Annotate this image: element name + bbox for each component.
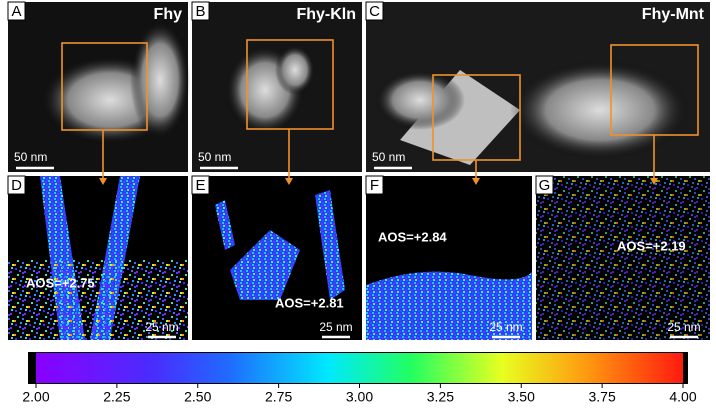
colorbar-tick-label: 4.00 xyxy=(669,389,696,405)
scale-bar-label: 50 nm xyxy=(372,150,405,164)
panel-title: Fhy-Mnt xyxy=(642,6,705,23)
aos-annotation: AOS=+2.19 xyxy=(617,238,686,253)
aos-annotation: AOS=+2.75 xyxy=(26,275,95,290)
colorbar-tick-label: 2.50 xyxy=(184,389,211,405)
colorbar xyxy=(36,353,683,383)
colorbar-tick-label: 3.00 xyxy=(346,389,373,405)
scale-bar-label: 25 nm xyxy=(145,320,178,334)
scale-bar-label: 50 nm xyxy=(14,150,47,164)
colorbar-tick-label: 3.25 xyxy=(427,389,454,405)
arrow-heads xyxy=(99,178,658,185)
panel-label: G xyxy=(539,177,551,194)
particle xyxy=(400,70,520,165)
particle xyxy=(510,60,690,160)
panel-label-box xyxy=(535,175,554,195)
panel-label: E xyxy=(195,177,205,194)
map-pixels xyxy=(366,271,532,340)
panel-label: D xyxy=(11,177,22,194)
map-pixels xyxy=(315,190,345,300)
panel-label-box xyxy=(7,175,26,195)
panel-label: A xyxy=(11,3,21,20)
panel-label-box xyxy=(191,1,210,21)
scale-bar-label: 25 nm xyxy=(319,320,352,334)
panel-label: F xyxy=(370,177,379,194)
map-pixels xyxy=(536,176,710,340)
region-markers xyxy=(61,39,699,182)
map-pixels xyxy=(230,230,300,300)
aos-annotation: AOS=+2.84 xyxy=(378,229,447,244)
scale-bar-label: 25 nm xyxy=(489,320,522,334)
scale-bar-label: 50 nm xyxy=(198,150,231,164)
panel-label: B xyxy=(195,3,205,20)
colorbar-tick-label: 2.00 xyxy=(22,389,49,405)
colorbar-tick-label: 2.75 xyxy=(265,389,292,405)
panel-title: Fhy xyxy=(154,6,183,23)
panel-label-box xyxy=(7,1,26,21)
panel-label: C xyxy=(369,3,380,20)
panel-title: Fhy-Kln xyxy=(296,6,356,23)
colorbar-tick-label: 3.75 xyxy=(589,389,616,405)
panel-label-box xyxy=(365,1,384,21)
panel-label-box xyxy=(365,175,384,195)
scale-bar-label: 25 nm xyxy=(667,320,700,334)
particle xyxy=(275,45,315,95)
map-pixels xyxy=(8,260,188,340)
panel-label-box xyxy=(191,175,210,195)
aos-annotation: AOS=+2.81 xyxy=(275,295,344,310)
colorbar-tick-label: 2.25 xyxy=(103,389,130,405)
colorbar-tick-label: 3.50 xyxy=(508,389,535,405)
particle xyxy=(375,70,465,130)
particle xyxy=(130,20,190,140)
map-pixels xyxy=(215,200,235,250)
